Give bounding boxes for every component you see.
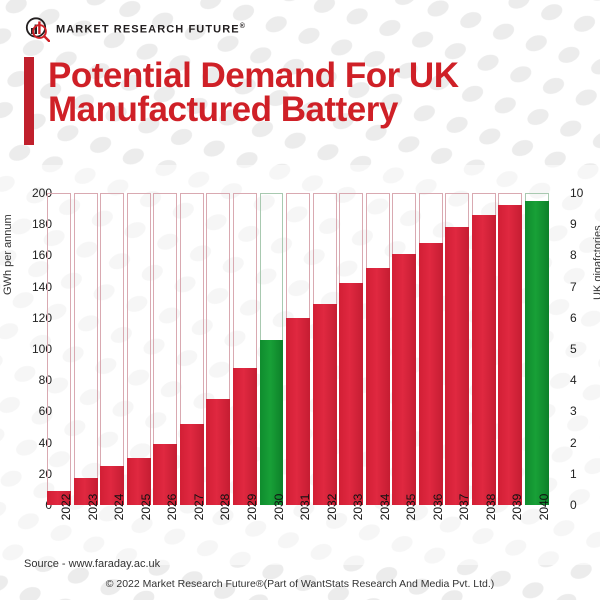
bar-2035[interactable] [392,253,417,505]
x-tick-2024: 2024 [112,493,127,521]
plot-area: 2022 2023 2024 2025 2026 2027 2028 2029 2030 2031… [46,193,551,520]
y-tick-right-5: 5 [570,342,577,356]
x-tick-2022: 2022 [59,493,74,521]
bar-slot-2035[interactable]: 2035 [392,193,418,520]
x-tick-2039: 2039 [510,493,525,521]
bar-2039[interactable] [498,205,523,505]
source-note: Source - www.faraday.ac.uk [24,558,161,570]
y-tick-right-9: 9 [570,217,577,232]
bar-slot-2038[interactable]: 2038 [471,193,498,520]
x-tick-2040: 2040 [536,493,551,521]
bar-slot-2026[interactable]: 2026 [153,193,179,520]
bar-slot-2030[interactable]: 2030 [259,193,286,520]
bar-slot-2031[interactable]: 2031 [286,193,312,520]
y-tick-right-10: 10 [570,186,584,200]
x-tick-2029: 2029 [244,493,259,521]
x-tick-2025: 2025 [138,493,153,521]
bar-2030[interactable] [259,339,284,505]
x-tick-2032: 2032 [324,493,339,521]
x-tick-2035: 2035 [404,493,419,521]
bar-2037[interactable] [445,227,470,505]
y-tick-right-7: 7 [570,279,577,294]
x-tick-2028: 2028 [218,493,233,521]
bar-slot-2036[interactable]: 2036 [418,193,445,520]
x-tick-2031: 2031 [298,493,313,521]
x-tick-2034: 2034 [377,493,392,521]
bar-2031[interactable] [286,317,311,505]
y-tick-right-1: 1 [570,466,577,481]
bar-2032[interactable] [312,303,337,505]
bar-slot-2034[interactable]: 2034 [365,193,392,520]
bar-slot-2029[interactable]: 2029 [233,193,259,520]
bar-slot-2024[interactable]: 2024 [100,193,126,520]
bar-slot-2022[interactable]: 2022 [47,193,73,520]
bar-slot-2032[interactable]: 2032 [312,193,339,520]
bar-slot-2025[interactable]: 2025 [126,193,153,520]
y-tick-right-2: 2 [570,435,577,450]
x-tick-2033: 2033 [351,493,366,521]
bar-2040[interactable] [524,200,549,505]
copyright-note: © 2022 Market Research Future®(Part of W… [105,578,495,590]
bar-slot-2040[interactable]: 2040 [524,193,551,520]
bar-2028[interactable] [206,398,231,505]
x-tick-2023: 2023 [85,493,100,521]
x-tick-2037: 2037 [457,493,472,521]
bar-frame-2024 [100,193,125,505]
bar-2029[interactable] [233,367,257,505]
bar-frame-2023 [73,193,98,505]
bar-slot-2027[interactable]: 2027 [179,193,206,520]
x-tick-2036: 2036 [430,493,445,521]
y-tick-right-3: 3 [570,404,577,419]
bar-2038[interactable] [471,214,496,505]
y-tick-right-4: 4 [570,373,577,388]
x-tick-2038: 2038 [483,493,498,521]
bar-2033[interactable] [339,283,364,505]
bar-slot-2039[interactable]: 2039 [498,193,524,520]
y-tick-right-6: 6 [570,310,577,325]
bar-2034[interactable] [365,267,390,505]
bar-slot-2028[interactable]: 2028 [206,193,232,520]
bar-frame-2022 [47,193,72,505]
bar-2036[interactable] [418,242,443,505]
x-tick-2026: 2026 [165,493,180,521]
x-tick-2030: 2030 [271,493,286,521]
x-tick-2027: 2027 [191,493,206,521]
y-tick-right-0: 0 [570,498,577,512]
bar-slot-2023[interactable]: 2023 [73,193,100,520]
bar-slot-2037[interactable]: 2037 [445,193,471,520]
y-tick-right-8: 8 [570,248,577,263]
bar-slot-2033[interactable]: 2033 [339,193,365,520]
